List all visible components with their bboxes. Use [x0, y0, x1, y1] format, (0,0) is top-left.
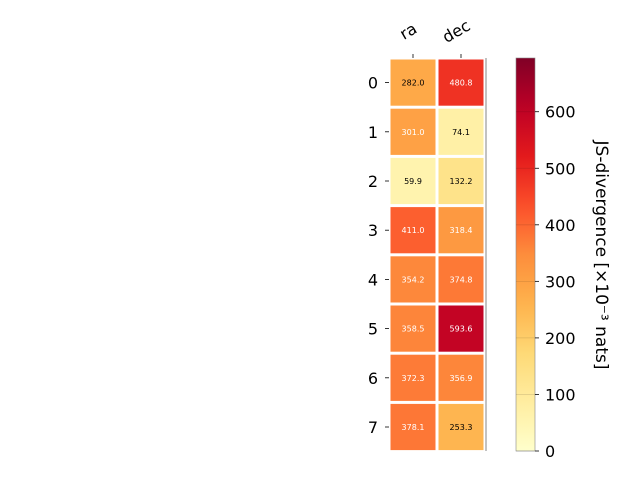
row-label: 2 — [368, 172, 378, 191]
colorbar: 0 100 200 300 400 500 600 JS-divergence [×10⁻³… — [515, 57, 611, 461]
cell-value-label: 593.6 — [450, 325, 473, 334]
row-label: 3 — [368, 221, 378, 240]
heatmap-cell-1-dec — [438, 108, 484, 155]
colorbar-tick-label: 100 — [545, 385, 576, 404]
heatmap-cell-0-ra — [390, 59, 436, 106]
cell-value-label: 318.4 — [450, 226, 473, 235]
cell-value-label: 132.2 — [450, 177, 473, 186]
colorbar-gradient — [515, 57, 536, 452]
column-label: ra — [396, 19, 420, 44]
row-label: 1 — [368, 123, 378, 142]
cell-value-label: 480.8 — [450, 79, 473, 88]
cell-value-label: 282.0 — [402, 79, 425, 88]
heatmap-cell-3-ra — [390, 207, 436, 254]
cell-value-label: 378.1 — [402, 423, 425, 432]
cell-value-label: 374.8 — [450, 275, 473, 284]
row-label: 6 — [368, 369, 378, 388]
cell-value-label: 354.2 — [402, 275, 425, 284]
cell-value-label: 372.3 — [402, 374, 425, 383]
colorbar-tick-label: 600 — [545, 103, 576, 122]
colorbar-tick-label: 300 — [545, 272, 576, 291]
row-label: 7 — [368, 418, 378, 437]
cell-value-label: 411.0 — [402, 226, 425, 235]
heatmap-cell-7-ra — [390, 403, 436, 451]
heatmap-cell-7-dec — [438, 403, 484, 451]
heatmap-cells: 282.0 480.8 301.0 74.1 59.9 132.2 411.0 318.4 35… — [390, 59, 484, 451]
column-label: dec — [439, 16, 473, 47]
heatmap-cell-2-dec — [438, 157, 484, 205]
heatmap-cell-6-dec — [438, 354, 484, 401]
colorbar-label: JS-divergence [×10⁻³ nats] — [591, 140, 611, 370]
heatmap-cell-5-ra — [390, 305, 436, 352]
heatmap-cell-4-dec — [438, 256, 484, 303]
cell-value-label: 358.5 — [402, 325, 425, 334]
column-labels: ra dec — [396, 16, 473, 58]
colorbar-ticks: 0 100 200 300 400 500 600 — [516, 103, 576, 461]
row-label: 0 — [368, 74, 378, 93]
cell-value-label: 356.9 — [450, 374, 473, 383]
row-label: 5 — [368, 320, 378, 339]
row-label: 4 — [368, 270, 378, 289]
heatmap-cell-1-ra — [390, 108, 436, 155]
heatmap-cell-3-dec — [438, 207, 484, 254]
heatmap-cell-6-ra — [390, 354, 436, 401]
colorbar-tick-label: 400 — [545, 216, 576, 235]
cell-value-label: 59.9 — [404, 177, 422, 186]
heatmap-cell-0-dec — [438, 59, 484, 106]
colorbar-tick-label: 500 — [545, 159, 576, 178]
cell-value-label: 253.3 — [450, 423, 473, 432]
heatmap-cell-5-dec — [438, 305, 484, 352]
heatmap-cell-2-ra — [390, 157, 436, 205]
colorbar-tick-label: 0 — [545, 442, 555, 461]
heatmap-cell-4-ra — [390, 256, 436, 303]
cell-value-label: 301.0 — [402, 128, 425, 137]
cell-value-label: 74.1 — [452, 128, 470, 137]
colorbar-tick-label: 200 — [545, 329, 576, 348]
row-labels: 0 1 2 3 4 5 6 7 — [368, 74, 389, 437]
